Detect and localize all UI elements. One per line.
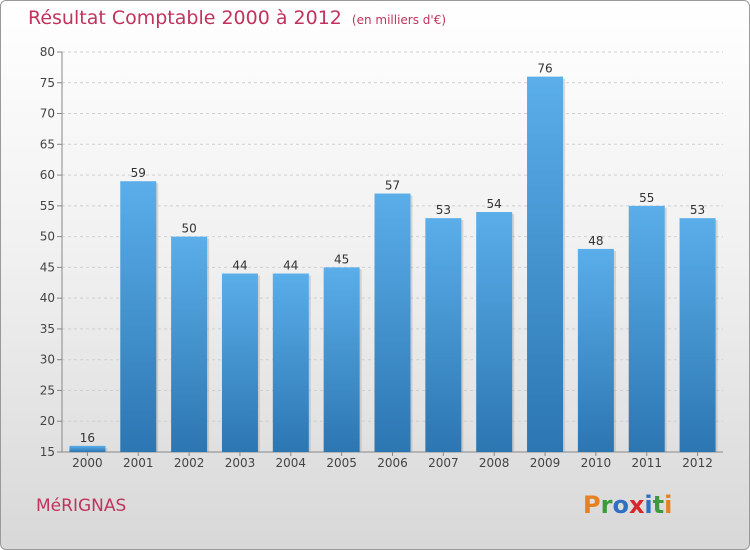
y-tick-label: 15	[40, 445, 55, 459]
bar	[679, 218, 716, 452]
x-tick-label: 2011	[631, 456, 662, 470]
city-name: MéRIGNAS	[36, 496, 127, 516]
y-tick-label: 35	[40, 322, 55, 336]
logo-letter: P	[583, 491, 601, 519]
y-tick-label: 50	[40, 230, 55, 244]
logo-letter: r	[600, 491, 613, 519]
bar	[323, 267, 360, 452]
x-tick-label: 2005	[326, 456, 357, 470]
data-label: 45	[334, 252, 349, 266]
y-tick-label: 70	[40, 107, 55, 121]
bar	[120, 181, 157, 452]
bar	[527, 76, 564, 452]
data-label: 50	[181, 222, 196, 236]
bar	[221, 273, 258, 452]
title-text: Résultat Comptable 2000 à 2012	[28, 7, 342, 29]
bar	[577, 248, 614, 452]
data-label: 48	[588, 234, 603, 248]
y-tick-label: 45	[40, 260, 55, 274]
x-tick-label: 2002	[174, 456, 205, 470]
bar	[628, 205, 665, 452]
labels: 16 2000 59 2001 50 2002 44 2003 44 2004 45 2005 57 20…	[72, 62, 713, 470]
y-tick-label: 60	[40, 168, 55, 182]
chart-title: Résultat Comptable 2000 à 2012 (en millie…	[28, 7, 446, 29]
y-tick-label: 80	[40, 45, 55, 59]
bars	[69, 76, 718, 453]
data-label: 54	[487, 197, 502, 211]
y-tick-label: 65	[40, 137, 55, 151]
bar	[374, 193, 411, 453]
x-tick-label: 2006	[377, 456, 408, 470]
data-label: 53	[690, 203, 705, 217]
bar-chart: 15 20 25 30 35 40 45 50 55 60 65 70 75 80 16 2000 59 200…	[40, 45, 723, 470]
y-tick-label: 40	[40, 291, 55, 305]
data-label: 16	[80, 431, 95, 445]
bar	[171, 236, 208, 452]
logo-letter: o	[612, 491, 629, 519]
x-tick-label: 2012	[682, 456, 713, 470]
x-tick-label: 2007	[428, 456, 459, 470]
logo-letter: x	[628, 491, 645, 519]
data-label: 57	[385, 179, 400, 193]
y-tick-label: 55	[40, 199, 55, 213]
logo-letter: i	[664, 491, 673, 519]
x-tick-label: 2008	[479, 456, 510, 470]
bar	[425, 218, 462, 452]
logo-letter: t	[652, 491, 665, 519]
y-tick-label: 30	[40, 353, 55, 367]
x-tick-label: 2000	[72, 456, 103, 470]
data-label: 55	[639, 191, 654, 205]
logo-letter: i	[644, 491, 653, 519]
data-label: 44	[232, 259, 247, 273]
bar	[69, 445, 106, 452]
y-tick-label: 25	[40, 383, 55, 397]
x-tick-label: 2010	[581, 456, 612, 470]
x-tick-label: 2003	[225, 456, 256, 470]
data-label: 44	[283, 259, 298, 273]
x-tick-label: 2009	[530, 456, 561, 470]
x-tick-label: 2004	[276, 456, 307, 470]
x-tick-label: 2001	[123, 456, 154, 470]
data-label: 53	[436, 203, 451, 217]
data-label: 76	[537, 62, 552, 76]
y-tick-label: 75	[40, 76, 55, 90]
data-label: 59	[131, 166, 146, 180]
bar	[272, 273, 309, 452]
bar	[476, 212, 513, 452]
proxiti-logo: Proxiti	[583, 491, 672, 519]
unit-note: (en milliers d'€)	[351, 13, 447, 27]
y-tick-label: 20	[40, 414, 55, 428]
